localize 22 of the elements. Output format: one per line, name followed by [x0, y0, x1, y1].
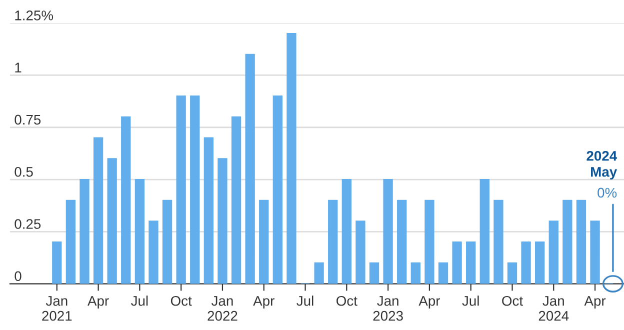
x-tick-label: Apr [88, 296, 109, 309]
annotation: 0% [598, 188, 617, 198]
y-tick-label: 0.25 [14, 219, 41, 229]
x-tick-label: Jan 2024 [538, 296, 569, 321]
x-tick-label: Oct [502, 296, 523, 306]
y-tick-label: 1 [15, 62, 22, 72]
x-tick-label: Jul [131, 296, 148, 306]
x-tick-label: Jul [296, 296, 314, 306]
x-tick-label: Oct [170, 296, 192, 306]
x-tick-label: Jan 2021 [42, 296, 72, 321]
y-tick-label: 1.25% [15, 10, 54, 20]
y-tick-label: 0.5 [14, 166, 33, 177]
x-tick-label: Oct [336, 296, 358, 306]
x-tick-label: Apr [584, 296, 606, 309]
y-tick-label: 0.75 [14, 114, 41, 125]
x-tick-label: Jan 2023 [373, 296, 403, 321]
x-tick-label: Jul [462, 296, 479, 306]
x-tick-label: Jan 2022 [208, 296, 238, 321]
annotation: 2024 May [586, 150, 618, 180]
x-tick-label: Apr [418, 296, 440, 309]
y-tick-label: 0 [14, 271, 22, 282]
x-tick-label: Apr [253, 296, 274, 309]
